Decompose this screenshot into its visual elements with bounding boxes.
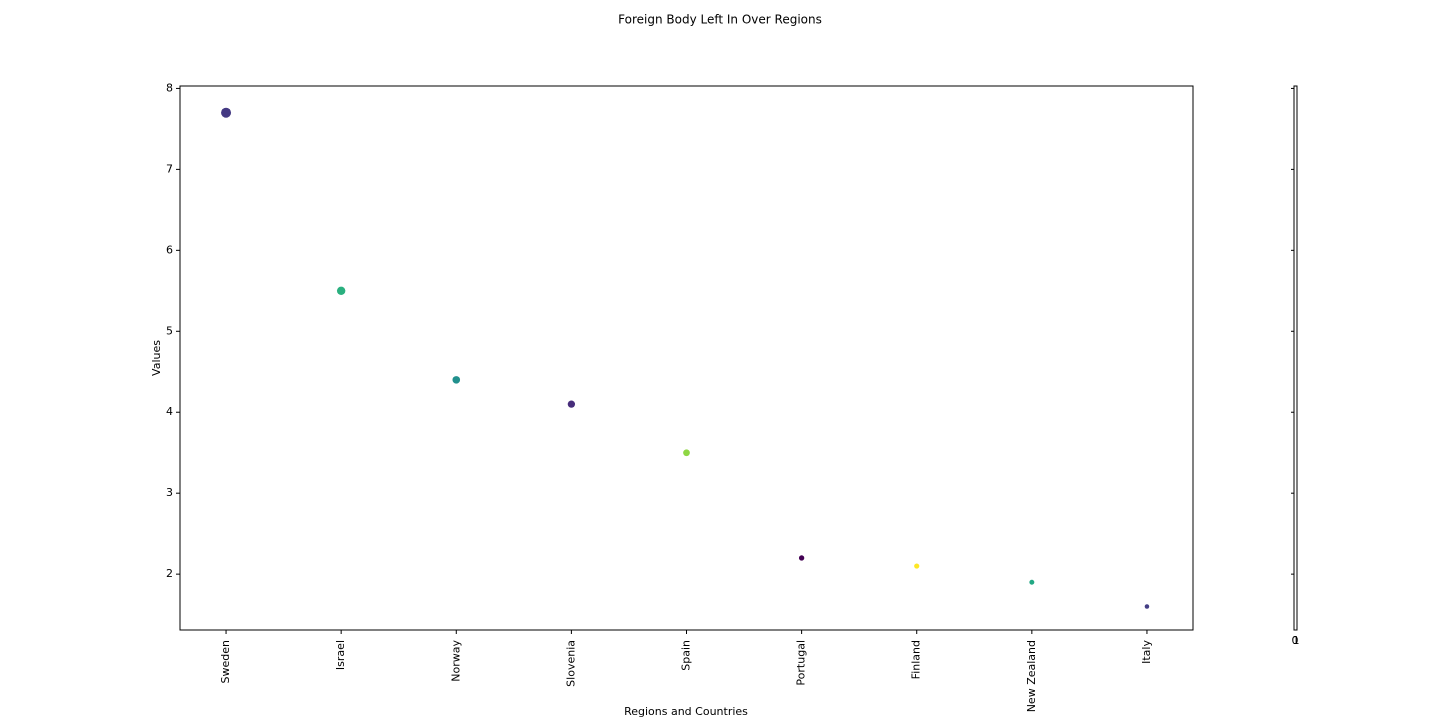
x-tick-label: Israel xyxy=(334,640,347,670)
x-tick-label: Italy xyxy=(1140,640,1153,664)
point xyxy=(1144,604,1150,609)
x-tick-label: Spain xyxy=(680,640,693,671)
colorbar xyxy=(1293,85,1298,631)
y-tick-label: 4 xyxy=(166,405,173,418)
y-axis-label: Values xyxy=(150,340,163,376)
x-tick-label: Sweden xyxy=(219,640,232,683)
y-tick-label: 2 xyxy=(166,567,173,580)
point xyxy=(914,563,920,569)
x-tick-label: Finland xyxy=(910,640,923,679)
point xyxy=(221,107,232,118)
x-tick-label: Norway xyxy=(449,640,462,682)
colorbar-tick-label: 0 xyxy=(1292,634,1299,647)
y-tick-label: 3 xyxy=(166,486,173,499)
point xyxy=(798,555,805,561)
point xyxy=(567,400,576,408)
y-tick-label: 5 xyxy=(166,324,173,337)
y-tick-label: 6 xyxy=(166,243,173,256)
x-tick-label: Portugal xyxy=(795,640,808,686)
point xyxy=(1029,579,1035,585)
point xyxy=(683,449,690,457)
point xyxy=(452,376,461,384)
x-tick-label: New Zealand xyxy=(1025,640,1038,712)
colorbar-tick-label: 1 xyxy=(1293,634,1300,647)
chart-title: Foreign Body Left In Over Regions xyxy=(618,13,822,27)
point xyxy=(336,286,346,296)
y-tick-label: 8 xyxy=(166,81,173,94)
x-tick-label: Slovenia xyxy=(564,640,577,687)
y-tick-label: 7 xyxy=(166,162,173,175)
x-axis-label: Regions and Countries xyxy=(624,705,748,718)
